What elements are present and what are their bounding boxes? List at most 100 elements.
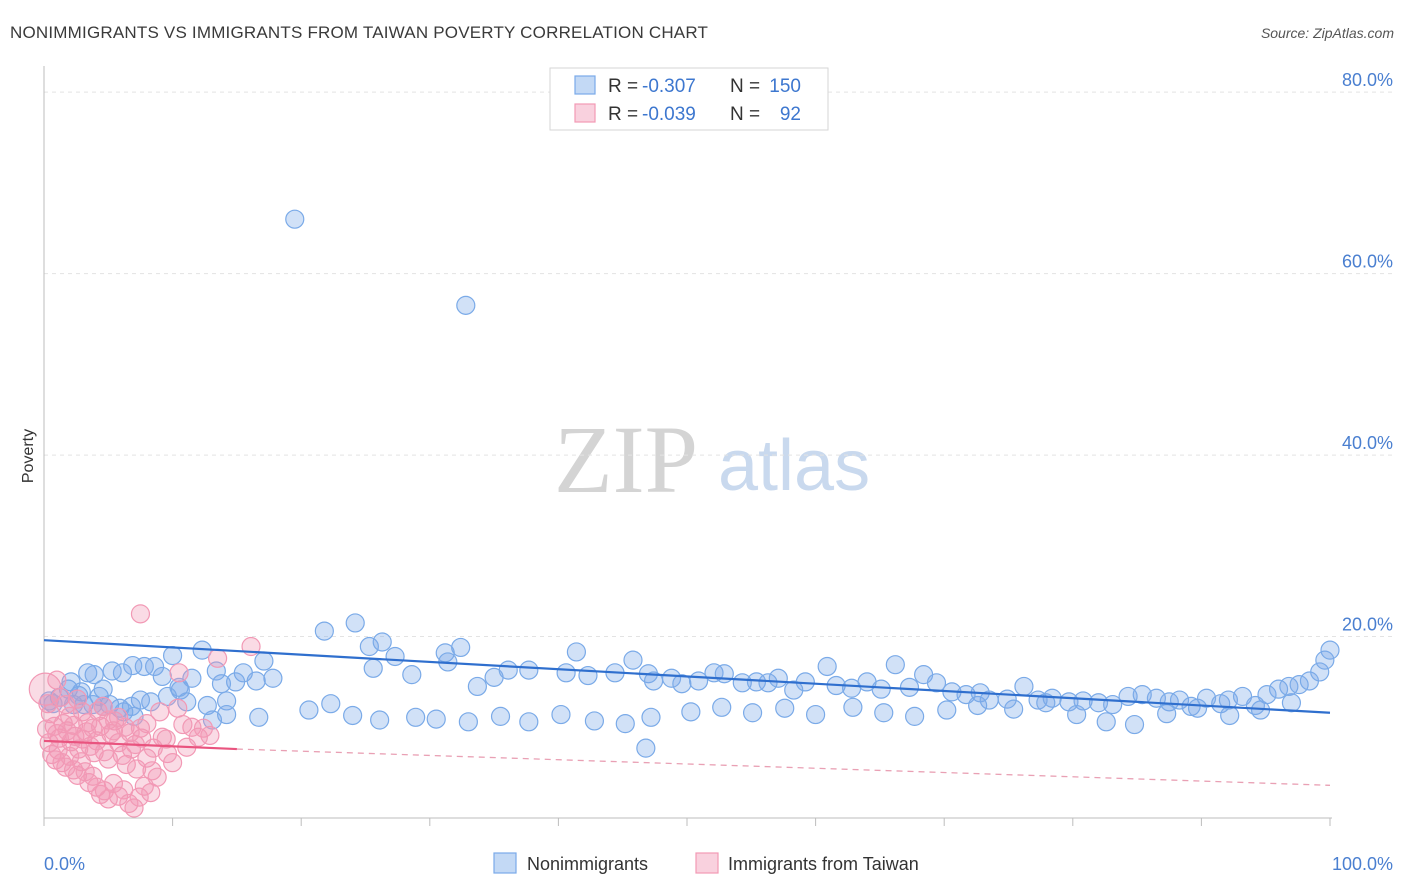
point-taiwan-87 xyxy=(129,787,149,807)
point-taiwan-48 xyxy=(72,702,93,722)
legend-swatch-nonimmigrants xyxy=(574,75,596,95)
x-tick-label-0: 0.0% xyxy=(44,854,85,874)
point-nonimmigrants-149 xyxy=(1157,704,1177,724)
point-nonimmigrants-42 xyxy=(926,673,947,693)
point-nonimmigrants-143 xyxy=(968,695,988,716)
legend-r-label-1: R = xyxy=(608,76,638,97)
y-tick-labels: 20.0% 40.0% 60.0% 80.0% xyxy=(1342,70,1393,634)
point-nonimmigrants-121 xyxy=(299,700,319,720)
point-taiwan-33 xyxy=(168,698,188,718)
point-nonimmigrants-142 xyxy=(937,700,957,720)
point-nonimmigrants-31 xyxy=(768,668,788,688)
point-nonimmigrants-129 xyxy=(519,712,539,732)
trend-line-taiwan xyxy=(43,739,237,751)
y-tick-label-1: 40.0% xyxy=(1342,433,1393,453)
point-taiwan-32 xyxy=(163,753,183,773)
point-nonimmigrants-3 xyxy=(345,613,365,633)
point-nonimmigrants-136 xyxy=(742,703,763,723)
point-nonimmigrants-144 xyxy=(1004,699,1024,719)
point-nonimmigrants-147 xyxy=(1096,712,1116,732)
trend-lines xyxy=(43,639,1331,786)
point-nonimmigrants-151 xyxy=(1220,705,1240,726)
stats-legend: R = -0.307 N = 150 R = -0.039 N = 92 xyxy=(549,67,829,131)
point-nonimmigrants-71 xyxy=(1310,662,1330,682)
grid-lines xyxy=(44,91,1392,638)
point-nonimmigrants-53 xyxy=(1088,693,1109,713)
point-taiwan-82 xyxy=(103,773,124,794)
point-nonimmigrants-10 xyxy=(402,665,422,685)
point-nonimmigrants-110 xyxy=(93,679,113,699)
legend-n-label-2: N = xyxy=(730,104,760,125)
point-nonimmigrants-73 xyxy=(1320,640,1340,660)
point-nonimmigrants-139 xyxy=(843,697,863,717)
point-taiwan-20 xyxy=(105,711,125,731)
y-tick-label-0: 20.0% xyxy=(1342,615,1393,635)
point-taiwan-56 xyxy=(115,717,135,737)
trend-line-nonimmigrants xyxy=(43,639,1331,714)
bottom-legend-label-nonimmigrants: Nonimmigrants xyxy=(527,854,648,874)
point-nonimmigrants-132 xyxy=(615,714,635,734)
point-taiwan-62 xyxy=(150,702,170,722)
point-nonimmigrants-102 xyxy=(169,677,189,697)
point-nonimmigrants-17 xyxy=(566,642,587,662)
point-nonimmigrants-153 xyxy=(1281,693,1302,713)
point-taiwan-2 xyxy=(40,704,61,724)
legend-n-value-1: 150 xyxy=(769,76,801,97)
point-taiwan-38 xyxy=(193,718,214,738)
point-taiwan-90 xyxy=(169,663,189,683)
point-nonimmigrants-9 xyxy=(363,658,383,678)
legend-n-value-2: 92 xyxy=(780,104,801,125)
point-nonimmigrants-97 xyxy=(217,691,237,711)
point-taiwan-28 xyxy=(142,761,162,781)
legend-n-label-1: N = xyxy=(730,76,760,97)
x-tick-labels: 0.0% 100.0% xyxy=(44,854,1393,874)
point-nonimmigrants-140 xyxy=(874,703,894,723)
point-nonimmigrants-15 xyxy=(519,660,539,680)
point-taiwan-40 xyxy=(130,604,151,624)
point-nonimmigrants-135 xyxy=(712,697,732,717)
point-taiwan-27 xyxy=(137,748,157,768)
bottom-legend-swatch-nonimmigrants xyxy=(493,852,517,874)
legend-r-value-1: -0.307 xyxy=(642,76,696,97)
point-nonimmigrants-119 xyxy=(217,704,237,725)
point-nonimmigrants-146 xyxy=(1067,704,1087,725)
point-nonimmigrants-103 xyxy=(163,645,183,666)
chart-source: Source: ZipAtlas.com xyxy=(1261,25,1394,41)
point-nonimmigrants-124 xyxy=(370,710,390,730)
point-nonimmigrants-63 xyxy=(1218,690,1239,710)
point-nonimmigrants-34 xyxy=(817,656,837,677)
point-nonimmigrants-131 xyxy=(584,711,605,731)
point-nonimmigrants-7 xyxy=(451,637,471,658)
point-nonimmigrants-141 xyxy=(905,706,925,726)
point-taiwan-18 xyxy=(98,749,118,769)
point-taiwan-55 xyxy=(108,707,129,727)
point-nonimmigrants-56 xyxy=(1132,685,1152,705)
point-nonimmigrants-130 xyxy=(551,704,571,725)
point-nonimmigrants-30 xyxy=(758,673,778,693)
point-nonimmigrants-2 xyxy=(314,621,334,641)
point-nonimmigrants-16 xyxy=(556,663,576,683)
point-nonimmigrants-4 xyxy=(359,636,379,657)
point-taiwan-60 xyxy=(137,714,157,734)
point-nonimmigrants-38 xyxy=(871,679,891,699)
point-taiwan-57 xyxy=(120,723,140,743)
point-nonimmigrants-18 xyxy=(578,665,598,686)
point-nonimmigrants-133 xyxy=(641,707,661,727)
point-nonimmigrants-114 xyxy=(61,672,81,692)
point-taiwan-74 xyxy=(71,752,91,772)
point-nonimmigrants-138 xyxy=(805,704,826,725)
point-nonimmigrants-148 xyxy=(1124,714,1145,735)
stats-legend-box xyxy=(549,67,829,131)
point-nonimmigrants-72 xyxy=(1315,650,1335,670)
point-nonimmigrants-127 xyxy=(458,712,478,732)
point-taiwan-44 xyxy=(56,694,76,715)
point-nonimmigrants-154 xyxy=(636,738,656,758)
point-nonimmigrants-150 xyxy=(1187,698,1208,718)
point-taiwan-89 xyxy=(141,782,161,803)
point-nonimmigrants-96 xyxy=(226,672,246,692)
point-taiwan-46 xyxy=(63,715,84,736)
legend-swatch-taiwan xyxy=(574,103,596,123)
point-taiwan-83 xyxy=(108,786,129,806)
watermark-atlas: atlas xyxy=(718,426,870,506)
point-nonimmigrants-48 xyxy=(1014,676,1034,697)
